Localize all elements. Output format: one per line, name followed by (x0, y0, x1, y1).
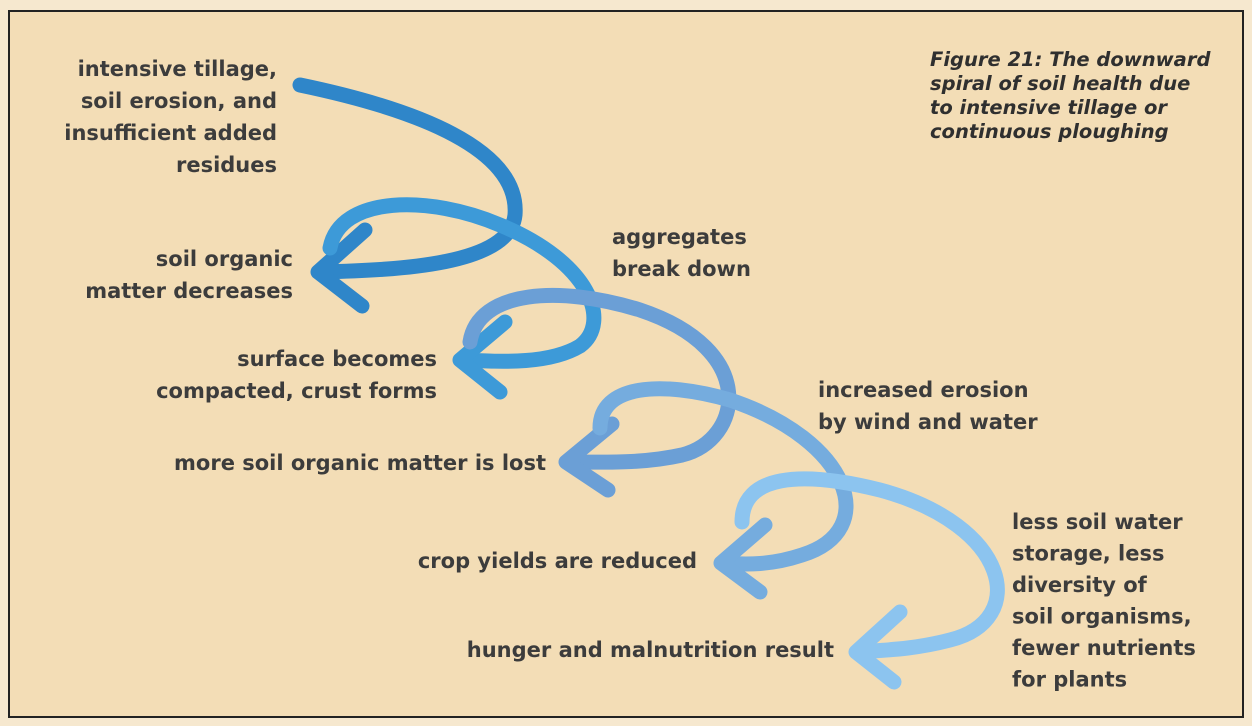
label-line: soil erosion, and (81, 89, 277, 113)
arrow (734, 471, 1005, 660)
label-line: hunger and malnutrition result (467, 638, 834, 662)
arrow-head (848, 604, 908, 690)
panel (8, 10, 1244, 718)
label-line: soil organisms, (1012, 605, 1192, 629)
label-line: intensive tillage, (78, 57, 277, 81)
caption-line: spiral of soil health due (930, 72, 1190, 95)
label-line: diversity of (1012, 573, 1148, 597)
arrow-head (558, 416, 620, 498)
label-line: residues (176, 153, 277, 177)
label-line: aggregates (612, 225, 747, 249)
caption-line: to intensive tillage or (930, 96, 1168, 119)
arrow-head (713, 517, 773, 600)
label-line: soil organic (156, 247, 293, 271)
arrow (592, 381, 854, 572)
arrow (322, 197, 602, 369)
label-line: compacted, crust forms (156, 379, 437, 403)
label-line: more soil organic matter is lost (174, 451, 546, 475)
label-line: by wind and water (818, 410, 1038, 434)
label-line: insufficient added (64, 121, 277, 145)
label-line: crop yields are reduced (418, 549, 697, 573)
arrow (292, 77, 523, 280)
label-line: increased erosion (818, 378, 1029, 402)
arrow-head (310, 222, 373, 314)
label-line: fewer nutrients (1012, 636, 1196, 660)
label-line: matter decreases (85, 279, 293, 303)
arrow (462, 287, 737, 470)
label-line: for plants (1012, 668, 1127, 692)
caption-line: Figure 21: The downward (930, 48, 1211, 71)
arrow-head (452, 314, 513, 400)
label-line: surface becomes (237, 347, 437, 371)
label-line: break down (612, 257, 751, 281)
arrows (292, 77, 1005, 690)
caption-line: continuous ploughing (930, 120, 1169, 143)
label-line: storage, less (1012, 542, 1165, 566)
label-line: less soil water (1012, 510, 1183, 534)
